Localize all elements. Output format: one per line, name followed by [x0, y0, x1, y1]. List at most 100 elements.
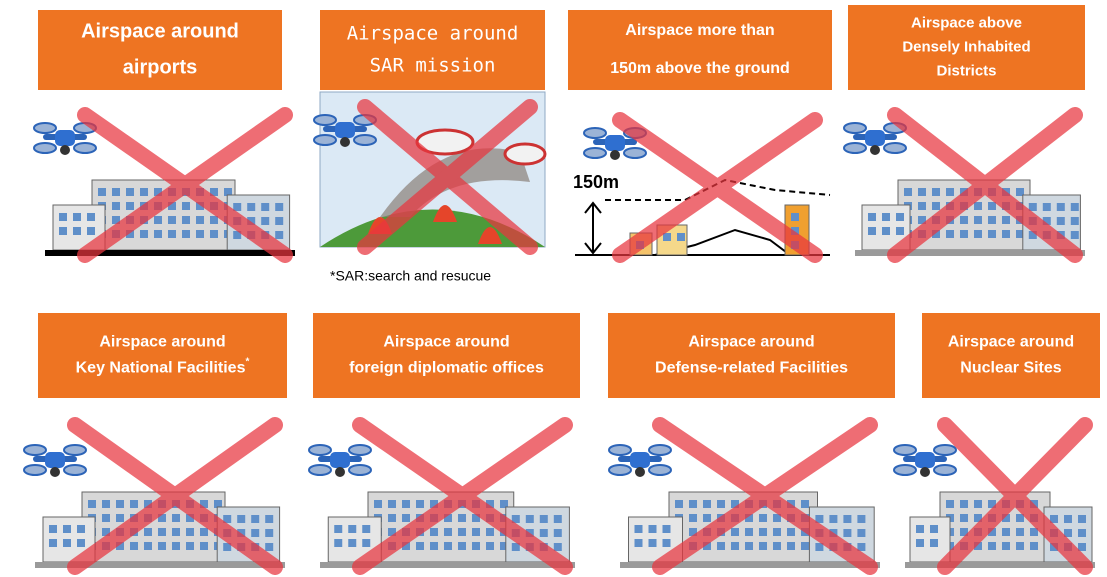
window [974, 500, 982, 508]
drone-rotor [24, 445, 46, 455]
window [787, 542, 795, 550]
window [388, 514, 396, 522]
window [130, 500, 138, 508]
window [635, 525, 643, 533]
drone-rotor [34, 143, 56, 153]
window [233, 203, 241, 211]
window [77, 539, 85, 547]
drone-rotor [609, 445, 631, 455]
window [416, 542, 424, 550]
drone-rotor [649, 465, 671, 475]
window [663, 233, 671, 241]
window [649, 539, 657, 547]
window [374, 500, 382, 508]
panel-title: Airspace around [948, 334, 1074, 351]
window [1078, 529, 1086, 537]
window [140, 188, 148, 196]
drone-rotor [349, 465, 371, 475]
window [486, 528, 494, 536]
window [112, 202, 120, 210]
window [988, 202, 996, 210]
window [265, 529, 273, 537]
window [73, 227, 81, 235]
drone-rotor [24, 465, 46, 475]
drone-rotor [34, 123, 56, 133]
helicopter [505, 144, 545, 164]
drone-rotor [309, 445, 331, 455]
drone-camera [610, 150, 620, 160]
window [960, 500, 968, 508]
panel-title: airports [123, 56, 197, 78]
panel-title: foreign diplomatic offices [349, 360, 544, 377]
window [932, 202, 940, 210]
window [116, 514, 124, 522]
window [362, 525, 370, 533]
drone [609, 445, 671, 477]
window [98, 188, 106, 196]
panel-title: Airspace around [688, 334, 814, 351]
window [843, 515, 851, 523]
drone-body [630, 452, 650, 468]
panel-title: Airspace around [383, 334, 509, 351]
window [904, 188, 912, 196]
window [857, 529, 865, 537]
drone-body [335, 122, 355, 138]
window [112, 188, 120, 196]
window [63, 525, 71, 533]
window [635, 539, 643, 547]
window [402, 514, 410, 522]
panel-title: Defense-related Facilities [655, 360, 848, 377]
window [540, 529, 548, 537]
window [388, 500, 396, 508]
window [182, 202, 190, 210]
drone-camera [920, 467, 930, 477]
drone-rotor [609, 465, 631, 475]
window [717, 500, 725, 508]
window [196, 230, 204, 238]
window [247, 203, 255, 211]
window [946, 188, 954, 196]
window [1057, 217, 1065, 225]
window [773, 542, 781, 550]
window [703, 514, 711, 522]
window [930, 525, 938, 533]
window [988, 542, 996, 550]
window [1071, 231, 1079, 239]
window [974, 230, 982, 238]
window [168, 230, 176, 238]
window [946, 500, 954, 508]
window [458, 514, 466, 522]
window [1071, 203, 1079, 211]
window [1064, 515, 1072, 523]
footnote: *SAR:search and resucue [330, 268, 491, 284]
window [59, 227, 67, 235]
window [554, 529, 562, 537]
window [49, 525, 57, 533]
drone-camera [870, 145, 880, 155]
prohibition-cross [620, 120, 815, 255]
window [988, 230, 996, 238]
window [430, 528, 438, 536]
window [158, 542, 166, 550]
window [896, 213, 904, 221]
window [960, 216, 968, 224]
window [334, 525, 342, 533]
window [932, 188, 940, 196]
window [787, 528, 795, 536]
window [731, 528, 739, 536]
window [182, 216, 190, 224]
window [172, 542, 180, 550]
drone-rotor [844, 143, 866, 153]
panel-title: Airspace above [911, 14, 1022, 31]
window [1057, 203, 1065, 211]
window [116, 500, 124, 508]
window [988, 216, 996, 224]
window [200, 542, 208, 550]
drone-rotor [309, 465, 331, 475]
window [829, 515, 837, 523]
window [362, 539, 370, 547]
window [843, 529, 851, 537]
window [930, 539, 938, 547]
window [882, 227, 890, 235]
window [172, 514, 180, 522]
